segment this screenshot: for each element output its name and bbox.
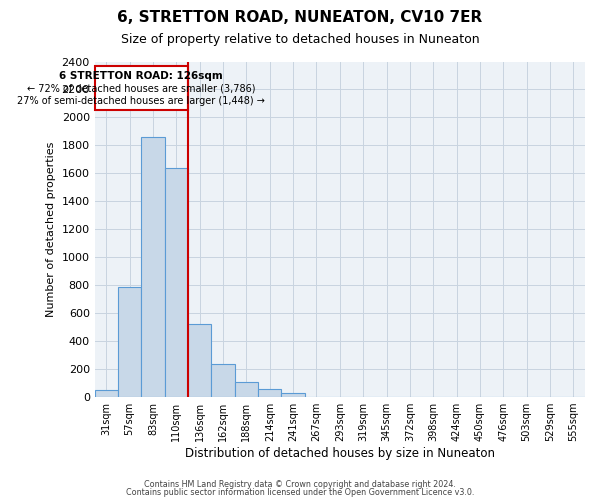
Y-axis label: Number of detached properties: Number of detached properties — [46, 142, 56, 317]
FancyBboxPatch shape — [95, 66, 188, 110]
Text: Contains public sector information licensed under the Open Government Licence v3: Contains public sector information licen… — [126, 488, 474, 497]
Text: ← 72% of detached houses are smaller (3,786): ← 72% of detached houses are smaller (3,… — [27, 83, 256, 93]
Text: Size of property relative to detached houses in Nuneaton: Size of property relative to detached ho… — [121, 32, 479, 46]
Bar — [281, 393, 305, 397]
Bar — [95, 390, 118, 397]
Bar — [211, 364, 235, 397]
Bar — [165, 168, 188, 397]
Bar — [188, 324, 211, 397]
Text: 27% of semi-detached houses are larger (1,448) →: 27% of semi-detached houses are larger (… — [17, 96, 265, 106]
Bar — [235, 382, 258, 397]
Text: 6 STRETTON ROAD: 126sqm: 6 STRETTON ROAD: 126sqm — [59, 70, 223, 81]
Text: 6, STRETTON ROAD, NUNEATON, CV10 7ER: 6, STRETTON ROAD, NUNEATON, CV10 7ER — [118, 10, 482, 25]
Bar — [118, 286, 142, 397]
X-axis label: Distribution of detached houses by size in Nuneaton: Distribution of detached houses by size … — [185, 447, 495, 460]
Text: Contains HM Land Registry data © Crown copyright and database right 2024.: Contains HM Land Registry data © Crown c… — [144, 480, 456, 489]
Bar — [142, 137, 165, 397]
Bar — [258, 390, 281, 397]
